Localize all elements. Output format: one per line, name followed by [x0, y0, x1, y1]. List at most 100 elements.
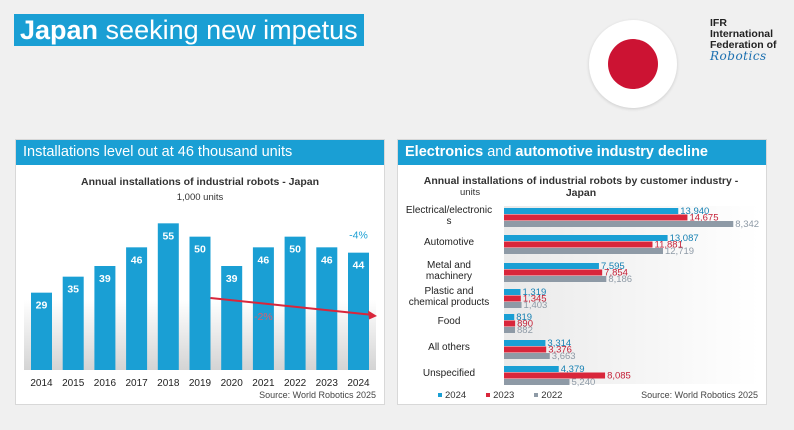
right-chart-unit: units [460, 187, 481, 198]
bar-2024 [504, 314, 515, 320]
bar-2023 [504, 295, 521, 302]
bar-2021 [252, 247, 274, 370]
legend-label: 2022 [541, 390, 563, 401]
x-tick-label: 2023 [316, 378, 339, 389]
industry-label: Unspecified [422, 368, 476, 380]
bar-value-label: 11,881 [655, 240, 683, 251]
bar-value-label: 5,240 [572, 377, 596, 388]
x-tick-label: 2018 [157, 378, 180, 389]
bar-value-label: 8,186 [608, 274, 632, 285]
bar-value-label: 890 [517, 319, 533, 330]
bar-value-label: 3,663 [552, 351, 576, 362]
bar-value-label: 39 [99, 273, 111, 285]
bar-value-label: 3,376 [548, 345, 572, 356]
right-panel-heading: Electronics and automotive industry decl… [398, 140, 766, 165]
bar-2016 [94, 266, 116, 370]
bar-value-label: 13,087 [670, 233, 699, 244]
bar-value-label: 50 [194, 244, 206, 256]
bar-value-label: 46 [258, 254, 270, 266]
bar-2023 [504, 320, 516, 327]
bar-value-label: 4,379 [561, 364, 585, 375]
x-tick-label: 2019 [189, 378, 212, 389]
x-tick-label: 2017 [125, 378, 148, 389]
bar-2024 [504, 208, 679, 214]
bar-value-label: 1,345 [523, 294, 547, 305]
page-title: Japan seeking new impetus [14, 14, 364, 46]
industry-label: All others [428, 342, 470, 354]
bar-2024 [504, 235, 668, 241]
logo-line1: IFR [710, 17, 727, 29]
bar-value-label: 12,719 [665, 246, 694, 257]
bar-value-label: 46 [321, 254, 333, 266]
bar-value-label: 50 [289, 244, 301, 256]
bar-value-label: 819 [516, 312, 532, 323]
x-tick-label: 2015 [62, 378, 85, 389]
bar-2024 [504, 289, 521, 295]
right-legend: 2024 2023 2022 [438, 390, 582, 401]
bar-2018 [157, 223, 179, 370]
bar-value-label: 29 [36, 300, 48, 312]
bar-2022 [504, 276, 607, 282]
bar-value-label: 3,314 [547, 338, 571, 349]
bar-value-label: 1,403 [524, 300, 548, 311]
bar-2024 [504, 340, 546, 346]
x-tick-label: 2021 [252, 378, 275, 389]
industry-label: Metal and machinery [425, 259, 473, 282]
page-title-bold: Japan [20, 15, 99, 45]
bar-value-label: 1,319 [522, 287, 546, 298]
trend-arrow-line [210, 297, 372, 316]
logo-line4: Robotics [710, 49, 767, 63]
bar-2022 [504, 302, 522, 308]
bar-2015 [62, 276, 84, 370]
bar-value-label: 46 [131, 254, 143, 266]
bar-2020 [221, 266, 243, 370]
x-tick-label: 2022 [284, 378, 307, 389]
right-heading-part1: Electronics [405, 144, 484, 160]
legend-label: 2024 [445, 390, 467, 401]
flag-sun [608, 39, 658, 89]
bar-value-label: 39 [226, 273, 238, 285]
bar-value-label: 8,085 [607, 371, 631, 382]
bar-2022 [504, 221, 734, 227]
x-tick-label: 2020 [221, 378, 244, 389]
bar-value-label: 13,940 [680, 206, 709, 217]
x-tick-label: 2014 [30, 378, 53, 389]
annotation-label: -2% [254, 311, 273, 323]
bar-2019 [189, 236, 211, 370]
bar-2023 [504, 214, 688, 221]
x-tick-label: 2016 [94, 378, 117, 389]
bar-2014 [31, 292, 52, 370]
legend-swatch [534, 393, 539, 398]
left-chart-unit: 1,000 units [176, 192, 224, 203]
bar-value-label: 35 [67, 284, 79, 296]
left-panel: Installations level out at 46 thousand u… [15, 139, 385, 405]
bar-value-label: 55 [162, 230, 174, 242]
right-heading-part2: and [483, 144, 516, 160]
bar-2023 [504, 241, 653, 248]
logo-line3: Federation of [710, 39, 777, 51]
legend-swatch [438, 393, 442, 398]
annotation-label: -4% [349, 230, 368, 242]
bar-value-label: 44 [353, 260, 365, 272]
left-chart-title: Annual installations of industrial robot… [80, 176, 320, 188]
industry-label: Electrical/electronic s [405, 204, 493, 227]
bar-2024 [348, 252, 369, 370]
japan-flag-icon [589, 20, 677, 108]
bar-value-label: 7,854 [604, 268, 628, 279]
left-panel-heading: Installations level out at 46 thousand u… [16, 140, 384, 165]
legend-item-2022: 2022 [534, 390, 562, 401]
logo-line2: International [710, 28, 774, 40]
bar-2022 [284, 236, 306, 370]
bar-value-label: 7,595 [601, 261, 625, 272]
ifr-logo: IFR International Federation of Robotics [710, 17, 788, 63]
bar-2022 [504, 379, 570, 385]
legend-item-2023: 2023 [486, 390, 514, 401]
left-source: Source: World Robotics 2025 [259, 390, 376, 400]
industry-label: Automotive [423, 237, 475, 249]
installations-bar-chart: 29 2014 35 2015 39 2016 46 2017 55 2018 50 2019 39 20… [24, 223, 377, 389]
bar-2017 [126, 247, 148, 370]
bar-value-label: 14,675 [689, 213, 718, 224]
bar-value-label: 8,342 [735, 219, 759, 230]
bar-2022 [504, 353, 550, 359]
